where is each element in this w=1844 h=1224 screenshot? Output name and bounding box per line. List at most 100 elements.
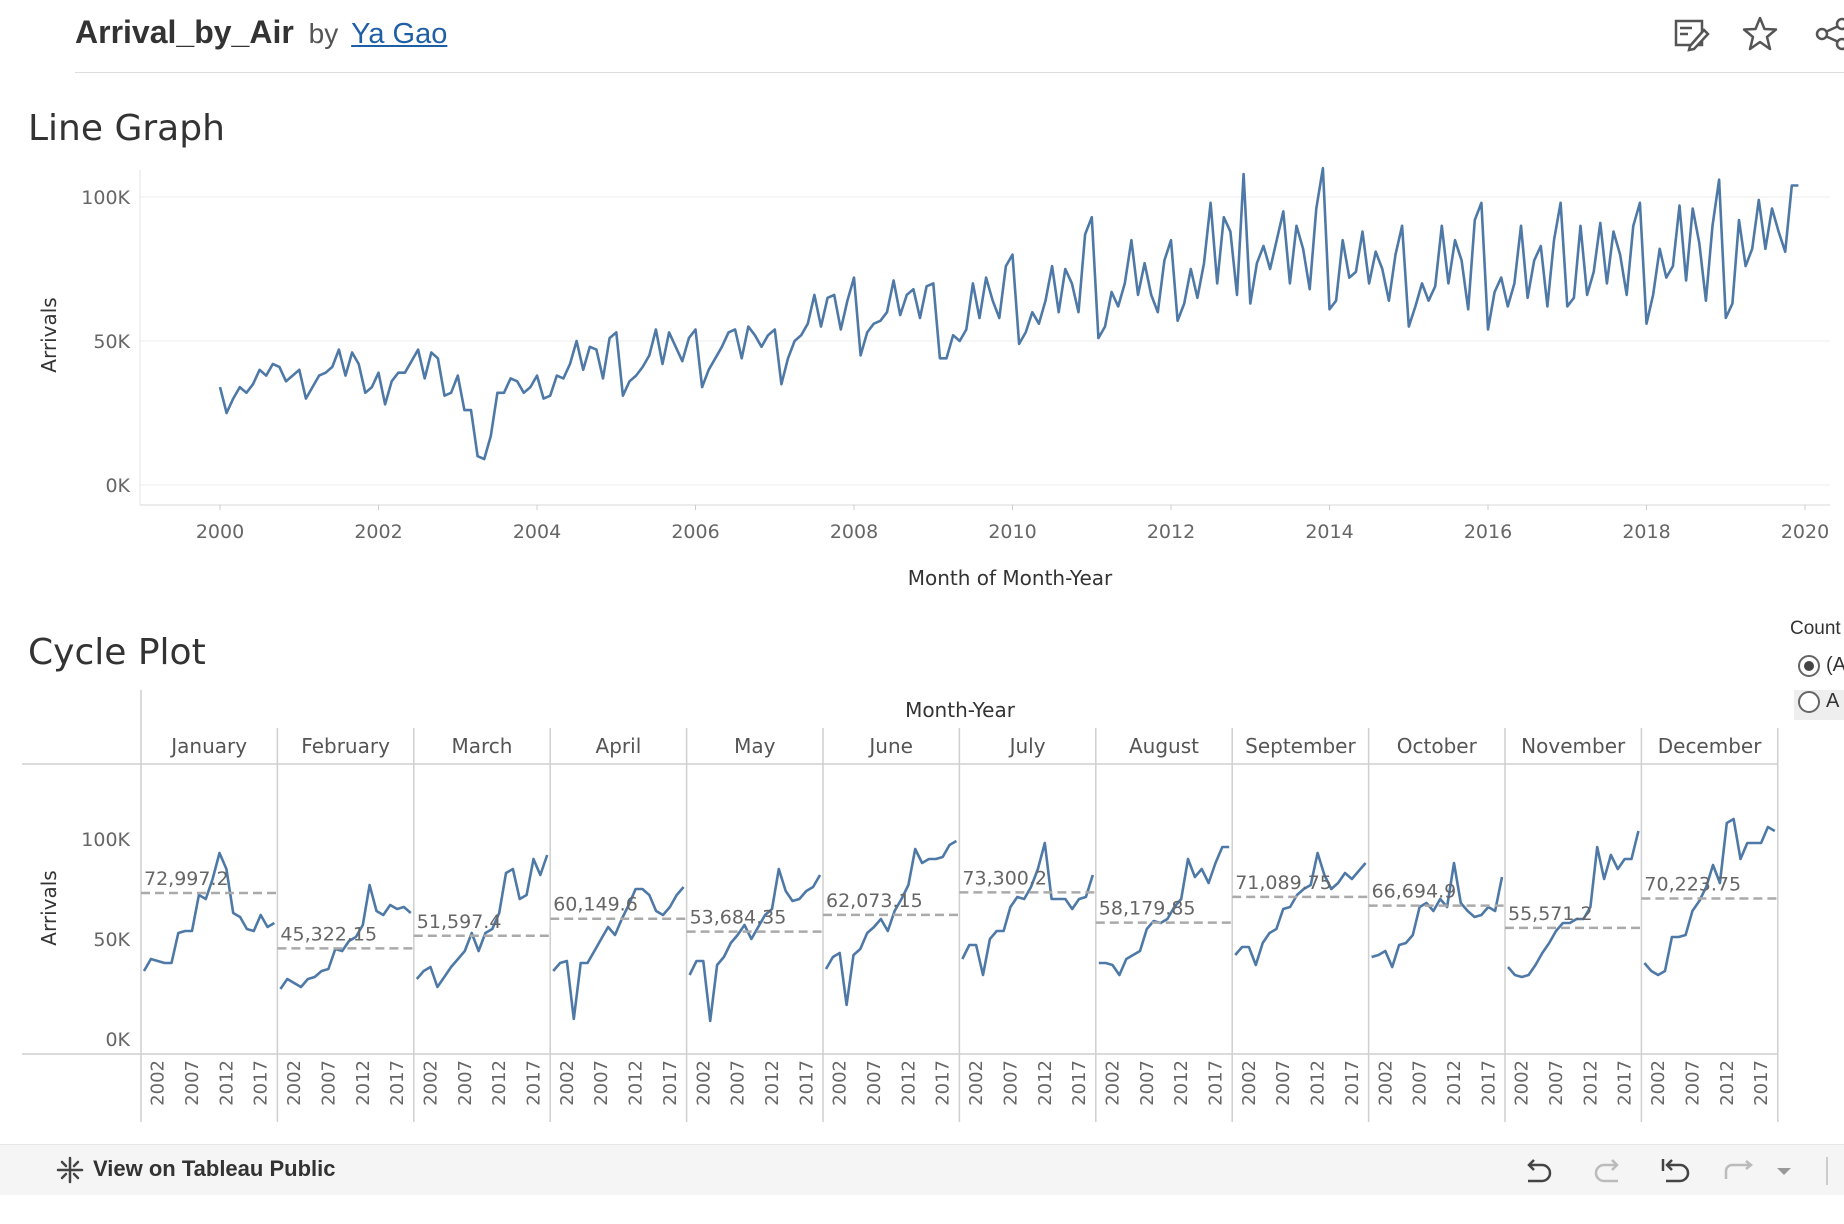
tableau-logo-icon — [56, 1156, 84, 1184]
cycle-plot-month-header: August — [1129, 734, 1199, 758]
cycle-plot-x-tick-label: 2007 — [864, 1060, 885, 1106]
cycle-plot-x-tick-label: 2002 — [1648, 1060, 1669, 1106]
refresh-icon[interactable] — [1722, 1155, 1758, 1187]
cycle-plot-y-tick-label: 0K — [105, 1029, 130, 1051]
view-on-tableau-public-label: View on Tableau Public — [93, 1155, 336, 1181]
cycle-plot-x-tick-label: 2012 — [1171, 1060, 1192, 1106]
cycle-plot-x-tick-label: 2002 — [1512, 1060, 1533, 1106]
cycle-plot-series-september — [1234, 851, 1367, 967]
cycle-plot-series-november — [1507, 830, 1640, 979]
line-graph-x-tick-label: 2012 — [1147, 521, 1195, 543]
cycle-plot-x-tick-label: 2017 — [1751, 1060, 1772, 1106]
cycle-plot-average-label: 62,073.15 — [826, 890, 923, 912]
cycle-plot-average-label: 71,089.75 — [1235, 872, 1332, 894]
line-graph-series-arrivals — [218, 166, 1799, 461]
cycle-plot-average-label: 72,997.2 — [144, 868, 229, 890]
cycle-plot-month-header: May — [734, 734, 776, 758]
dashboard-header: Arrival_by_Air by Ya Gao — [75, 0, 1844, 73]
cycle-plot-average-label: 70,223.75 — [1644, 874, 1741, 896]
line-graph-x-tick-label: 2000 — [196, 521, 244, 543]
cycle-plot-series-june — [824, 839, 958, 1007]
cycle-plot-average-label: 66,694.9 — [1372, 881, 1457, 903]
cycle-plot-column-header: Month-Year — [905, 698, 1016, 722]
cycle-plot-month-header: February — [301, 734, 390, 758]
cycle-plot-x-tick-label: 2017 — [1478, 1060, 1499, 1106]
cycle-plot-x-tick-label: 2017 — [1069, 1060, 1090, 1106]
cycle-plot-x-tick-label: 2012 — [353, 1060, 374, 1106]
cycle-plot-average-label: 45,322.15 — [280, 923, 377, 945]
line-graph-x-tick-label: 2004 — [513, 521, 561, 543]
filter-option-all[interactable]: (All) — [1798, 654, 1844, 684]
cycle-plot-x-tick-label: 2007 — [1273, 1060, 1294, 1106]
revert-icon[interactable] — [1658, 1155, 1694, 1187]
count-filter-title: Count — [1790, 618, 1841, 639]
filter-option-a[interactable]: A — [1794, 690, 1844, 720]
cycle-plot-x-tick-label: 2007 — [1410, 1060, 1431, 1106]
cycle-plot-series-december — [1643, 817, 1776, 977]
cycle-plot-x-tick-label: 2007 — [318, 1060, 339, 1106]
by-label: by — [308, 18, 339, 49]
cycle-plot-series-february — [279, 883, 412, 990]
radio-selected-icon — [1798, 654, 1820, 677]
cycle-plot-x-tick-label: 2017 — [524, 1060, 545, 1106]
filter-option-label: (All) — [1826, 654, 1844, 676]
cycle-plot-x-tick-label: 2012 — [1444, 1060, 1465, 1106]
cycle-plot-x-tick-label: 2007 — [182, 1060, 203, 1106]
cycle-plot-x-tick-label: 2007 — [455, 1060, 476, 1106]
cycle-plot-x-tick-label: 2017 — [1206, 1060, 1227, 1106]
cycle-plot-series-march — [415, 854, 549, 989]
cycle-plot-y-axis-label: Arrivals — [37, 870, 61, 945]
line-graph: Arrivals Month of Month-Year 0K 50K 100K 20… — [37, 166, 1830, 590]
cycle-plot-x-tick-label: 2007 — [1137, 1060, 1158, 1106]
cycle-plot-x-tick-label: 2012 — [626, 1060, 647, 1106]
workbook-title: Arrival_by_Air — [75, 14, 294, 50]
filter-option-label: A — [1826, 690, 1840, 712]
line-graph-x-tick-label: 2016 — [1464, 521, 1512, 543]
cycle-plot: Month-Year Arrivals 0K 50K 100K January 72,9… — [22, 690, 1779, 1122]
cycle-plot-x-tick-label: 2012 — [1580, 1060, 1601, 1106]
share-icon[interactable] — [1812, 14, 1844, 54]
view-on-tableau-public-link[interactable]: View on Tableau Public — [55, 1155, 335, 1185]
edit-icon[interactable] — [1670, 14, 1710, 54]
cycle-plot-month-header: October — [1397, 734, 1478, 758]
cycle-plot-x-tick-label: 2002 — [557, 1060, 578, 1106]
cycle-plot-x-tick-label: 2012 — [898, 1060, 919, 1106]
cycle-plot-month-header: November — [1521, 734, 1626, 758]
cycle-plot-x-tick-label: 2017 — [933, 1060, 954, 1106]
cycle-plot-average-label: 73,300.2 — [962, 867, 1047, 889]
cycle-plot-series-may — [688, 867, 822, 1023]
radio-unselected-icon — [1798, 690, 1820, 713]
cycle-plot-x-tick-label: 2012 — [1308, 1060, 1329, 1106]
redo-icon[interactable] — [1590, 1155, 1626, 1187]
cycle-plot-x-tick-label: 2017 — [796, 1060, 817, 1106]
cycle-plot-series-july — [961, 841, 1095, 977]
toolbar-divider — [1826, 1157, 1828, 1185]
cycle-plot-month-header: March — [452, 734, 513, 758]
cycle-plot-x-tick-label: 2002 — [1375, 1060, 1396, 1106]
cycle-plot-x-tick-label: 2002 — [1103, 1060, 1124, 1106]
cycle-plot-x-tick-label: 2007 — [728, 1060, 749, 1106]
cycle-plot-x-tick-label: 2012 — [1717, 1060, 1738, 1106]
undo-icon[interactable] — [1520, 1155, 1556, 1187]
dropdown-icon[interactable] — [1772, 1155, 1796, 1187]
line-graph-x-tick-label: 2020 — [1781, 521, 1829, 543]
line-graph-x-tick-label: 2002 — [354, 521, 402, 543]
cycle-plot-x-tick-label: 2012 — [216, 1060, 237, 1106]
line-graph-x-tick-label: 2008 — [830, 521, 878, 543]
cycle-plot-x-tick-label: 2017 — [1615, 1060, 1636, 1106]
star-icon[interactable] — [1740, 14, 1780, 54]
cycle-plot-series-january — [142, 851, 276, 972]
cycle-plot-x-tick-label: 2007 — [1000, 1060, 1021, 1106]
cycle-plot-average-label: 51,597.4 — [417, 911, 502, 933]
cycle-plot-title: Cycle Plot — [28, 632, 206, 673]
cycle-plot-x-tick-label: 2007 — [1682, 1060, 1703, 1106]
cycle-plot-month-header: September — [1245, 734, 1356, 758]
cycle-plot-x-tick-label: 2017 — [660, 1060, 681, 1106]
cycle-plot-series-august — [1098, 845, 1230, 977]
cycle-plot-x-tick-label: 2017 — [1342, 1060, 1363, 1106]
cycle-plot-series-october — [1371, 861, 1504, 969]
cycle-plot-average-label: 60,149.6 — [553, 894, 638, 916]
line-graph-x-tick-label: 2014 — [1305, 521, 1353, 543]
author-link[interactable]: Ya Gao — [351, 18, 448, 50]
line-graph-y-tick-label: 50K — [93, 331, 130, 353]
